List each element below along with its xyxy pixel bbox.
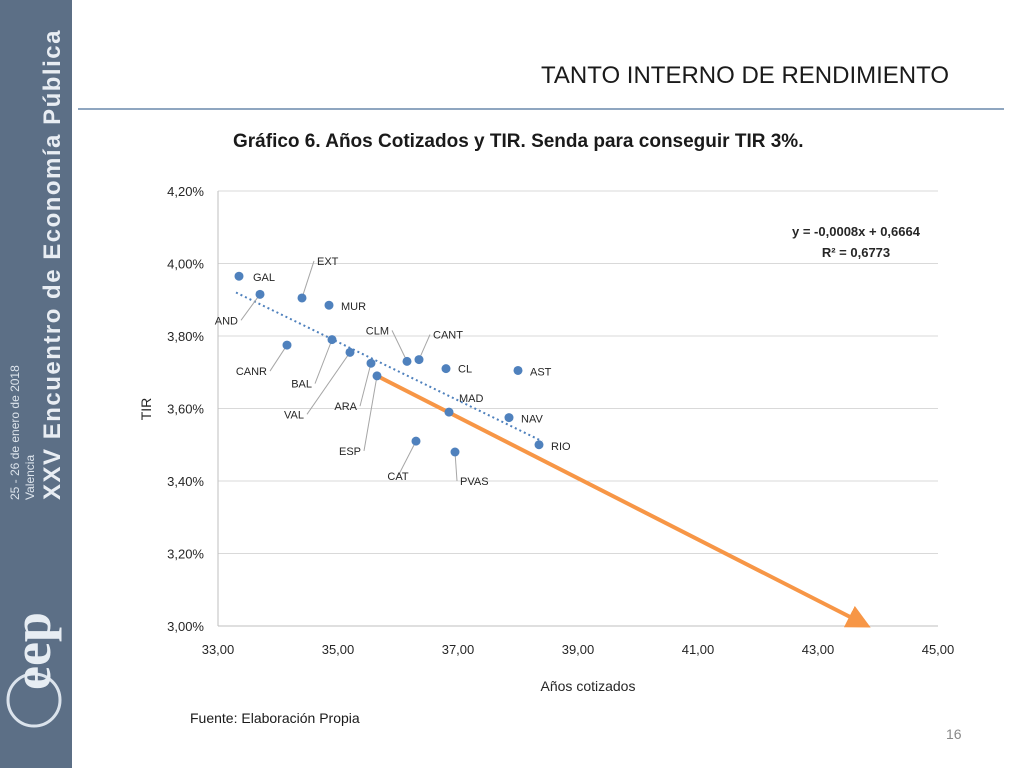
data-point bbox=[450, 447, 460, 457]
y-tick-label: 3,00% bbox=[167, 619, 204, 634]
slide-title: TANTO INTERNO DE RENDIMIENTO bbox=[541, 62, 950, 89]
point-label: RIO bbox=[551, 441, 571, 453]
trendline bbox=[235, 291, 543, 443]
logo-text: eep bbox=[2, 612, 62, 690]
point-label: AST bbox=[530, 366, 552, 378]
title-divider bbox=[78, 108, 1004, 110]
data-point bbox=[444, 407, 454, 417]
source-note: Fuente: Elaboración Propia bbox=[190, 710, 360, 726]
y-tick-label: 4,20% bbox=[167, 184, 204, 199]
label-leader-line bbox=[454, 451, 458, 482]
x-tick-label: 45,00 bbox=[922, 642, 955, 657]
data-point bbox=[441, 364, 451, 374]
data-point bbox=[513, 365, 523, 375]
point-label: ARA bbox=[334, 401, 357, 413]
page-number: 16 bbox=[946, 726, 962, 742]
data-point bbox=[366, 358, 376, 368]
data-point bbox=[324, 300, 334, 310]
label-leader-line bbox=[391, 330, 408, 362]
x-tick-label: 33,00 bbox=[202, 642, 235, 657]
y-axis-title: TIR bbox=[138, 398, 154, 421]
label-leader-line bbox=[397, 440, 417, 477]
x-tick-label: 39,00 bbox=[562, 642, 595, 657]
point-label: MUR bbox=[341, 301, 366, 313]
event-title: XXV Encuentro de Economía Pública bbox=[39, 29, 66, 500]
point-label: ESP bbox=[339, 446, 361, 458]
data-point bbox=[345, 347, 355, 357]
data-point bbox=[411, 436, 421, 446]
data-point bbox=[282, 340, 292, 350]
data-point bbox=[414, 355, 424, 365]
label-leader-line bbox=[359, 363, 372, 407]
point-label: NAV bbox=[521, 414, 543, 426]
x-tick-label: 41,00 bbox=[682, 642, 715, 657]
y-tick-label: 3,60% bbox=[167, 402, 204, 417]
data-point bbox=[372, 371, 382, 381]
point-label: EXT bbox=[317, 256, 339, 268]
label-leader-line bbox=[301, 260, 315, 299]
x-tick-label: 35,00 bbox=[322, 642, 355, 657]
label-leader-line bbox=[363, 375, 378, 451]
point-label: CLM bbox=[366, 325, 389, 337]
label-leader-line bbox=[240, 294, 261, 321]
point-label: CANR bbox=[236, 366, 267, 378]
point-label: PVAS bbox=[460, 476, 489, 488]
point-label: CL bbox=[458, 364, 472, 376]
point-label: MAD bbox=[459, 393, 484, 405]
chart-title: Gráfico 6. Años Cotizados y TIR. Senda p… bbox=[233, 131, 804, 152]
point-label: AND bbox=[215, 315, 238, 327]
point-label: VAL bbox=[284, 409, 304, 421]
y-tick-label: 4,00% bbox=[167, 257, 204, 272]
sidebar-banner: XXV Encuentro de Economía Pública 25 - 2… bbox=[0, 0, 72, 768]
data-point bbox=[504, 413, 514, 423]
x-tick-label: 43,00 bbox=[802, 642, 835, 657]
trendline-r2: R² = 0,6773 bbox=[822, 245, 890, 260]
data-point bbox=[255, 289, 265, 299]
y-tick-label: 3,40% bbox=[167, 474, 204, 489]
y-tick-label: 3,20% bbox=[167, 547, 204, 562]
data-point bbox=[327, 335, 337, 345]
label-leader-line bbox=[306, 352, 351, 415]
point-label: CANT bbox=[433, 330, 463, 342]
data-point bbox=[534, 440, 544, 450]
event-date: 25 - 26 de enero de 2018 bbox=[8, 365, 22, 500]
label-leader-line bbox=[269, 344, 288, 372]
data-point bbox=[402, 356, 412, 366]
x-tick-label: 37,00 bbox=[442, 642, 475, 657]
event-city: Valencia bbox=[23, 455, 37, 500]
y-tick-label: 3,80% bbox=[167, 329, 204, 344]
point-label: GAL bbox=[253, 272, 275, 284]
label-leader-line bbox=[314, 339, 333, 384]
path-arrow bbox=[376, 374, 871, 628]
data-point bbox=[297, 293, 307, 303]
point-label: CAT bbox=[387, 471, 408, 483]
sidebar-graphics: XXV Encuentro de Economía Pública 25 - 2… bbox=[2, 29, 66, 728]
label-leader-line bbox=[418, 334, 431, 360]
x-axis-title: Años cotizados bbox=[541, 678, 636, 694]
point-label: BAL bbox=[291, 379, 312, 391]
logo: eep bbox=[2, 612, 62, 728]
trendline-equation: y = -0,0008x + 0,6664 bbox=[792, 224, 921, 239]
data-point bbox=[234, 271, 244, 281]
